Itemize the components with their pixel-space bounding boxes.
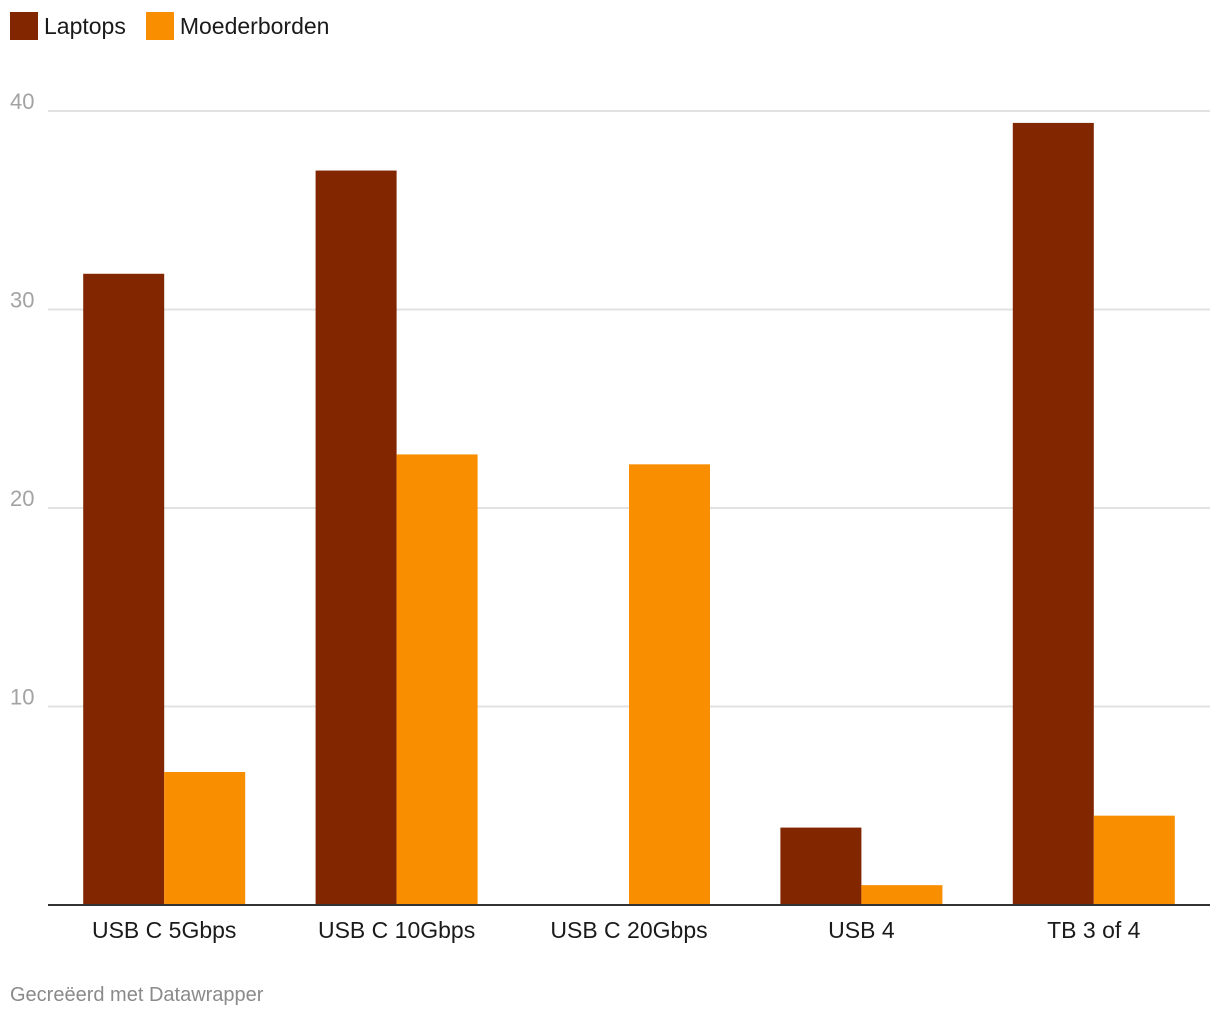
bar-moederborden-0 (164, 772, 246, 905)
legend-label-moederborden: Moederborden (179, 12, 330, 39)
y-tick-label: 40 (10, 89, 34, 114)
x-tick-label: USB 4 (828, 917, 895, 943)
x-tick-label: USB C 10Gbps (318, 917, 475, 943)
legend: Laptops Moederborden (10, 12, 329, 40)
y-tick-label: 10 (10, 685, 34, 710)
bar-laptops-4 (1012, 122, 1094, 905)
x-tick-label: USB C 20Gbps (550, 917, 707, 943)
bar-moederborden-1 (396, 454, 478, 905)
bar-laptops-1 (315, 170, 397, 906)
x-tick-label: TB 3 of 4 (1047, 917, 1141, 943)
legend-item-laptops: Laptops (10, 12, 126, 40)
bar-moederborden-3 (861, 885, 943, 905)
bar-moederborden-4 (1093, 815, 1175, 905)
x-tick-label: USB C 5Gbps (92, 917, 236, 943)
bar-laptops-3 (780, 827, 862, 905)
legend-label-laptops: Laptops (44, 12, 126, 39)
legend-swatch-moederborden (145, 12, 174, 40)
credit-text: Gecreëerd met Datawrapper (10, 984, 264, 1006)
legend-swatch-laptops (10, 12, 38, 40)
bar-moederborden-2 (629, 464, 710, 905)
y-tick-label: 30 (10, 288, 34, 313)
bar-laptops-0 (83, 273, 165, 905)
legend-item-moederborden: Moederborden (145, 12, 330, 40)
y-tick-label: 20 (10, 486, 34, 511)
bar-chart: 10 20 30 40 USB C 5Gbps USB C 10Gbps USB C 20G… (10, 89, 1210, 943)
